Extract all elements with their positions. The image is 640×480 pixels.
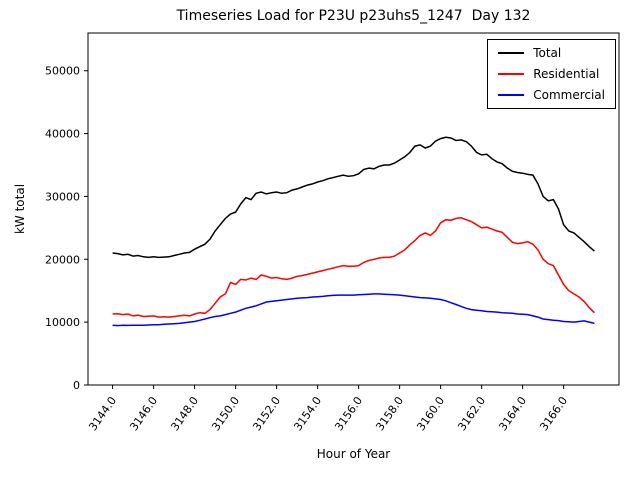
x-tick-label: 3148.0 [168, 394, 201, 433]
x-tick-label: 3164.0 [496, 394, 529, 433]
x-tick-label: 3154.0 [291, 394, 324, 433]
y-tick-label: 40000 [45, 128, 80, 141]
legend-line-sample [498, 94, 525, 96]
y-tick-label: 50000 [45, 65, 80, 78]
axes-box [87, 32, 620, 386]
legend-label: Residential [533, 67, 600, 81]
legend-item-total: Total [498, 46, 605, 60]
x-tick-label: 3156.0 [332, 394, 365, 433]
x-tick-label: 3162.0 [455, 394, 488, 433]
y-tick-label: 10000 [45, 316, 80, 329]
y-tick-label: 30000 [45, 190, 80, 203]
x-tick-label: 3144.0 [86, 394, 119, 433]
legend-label: Total [533, 46, 562, 60]
legend-item-commercial: Commercial [498, 88, 605, 102]
chart-title: Timeseries Load for P23U p23uhs5_1247 Da… [176, 8, 531, 24]
series-line-commercial [112, 293, 595, 327]
legend-line-sample [498, 73, 525, 75]
series-line-total [112, 136, 595, 259]
x-axis-label: Hour of Year [316, 447, 391, 461]
x-tick-label: 3150.0 [209, 394, 242, 433]
x-tick-label: 3160.0 [414, 394, 447, 433]
y-tick-label: 20000 [45, 253, 80, 266]
series-line-residential [112, 217, 595, 318]
x-tick-label: 3158.0 [373, 394, 406, 433]
legend: Total Residential Commercial [487, 39, 616, 109]
legend-item-residential: Residential [498, 67, 605, 81]
y-tick-label: 0 [73, 379, 80, 392]
x-tick-label: 3166.0 [537, 394, 570, 433]
legend-label: Commercial [533, 88, 605, 102]
legend-line-sample [498, 52, 525, 54]
x-tick-label: 3152.0 [250, 394, 283, 433]
x-tick-label: 3146.0 [127, 394, 160, 433]
